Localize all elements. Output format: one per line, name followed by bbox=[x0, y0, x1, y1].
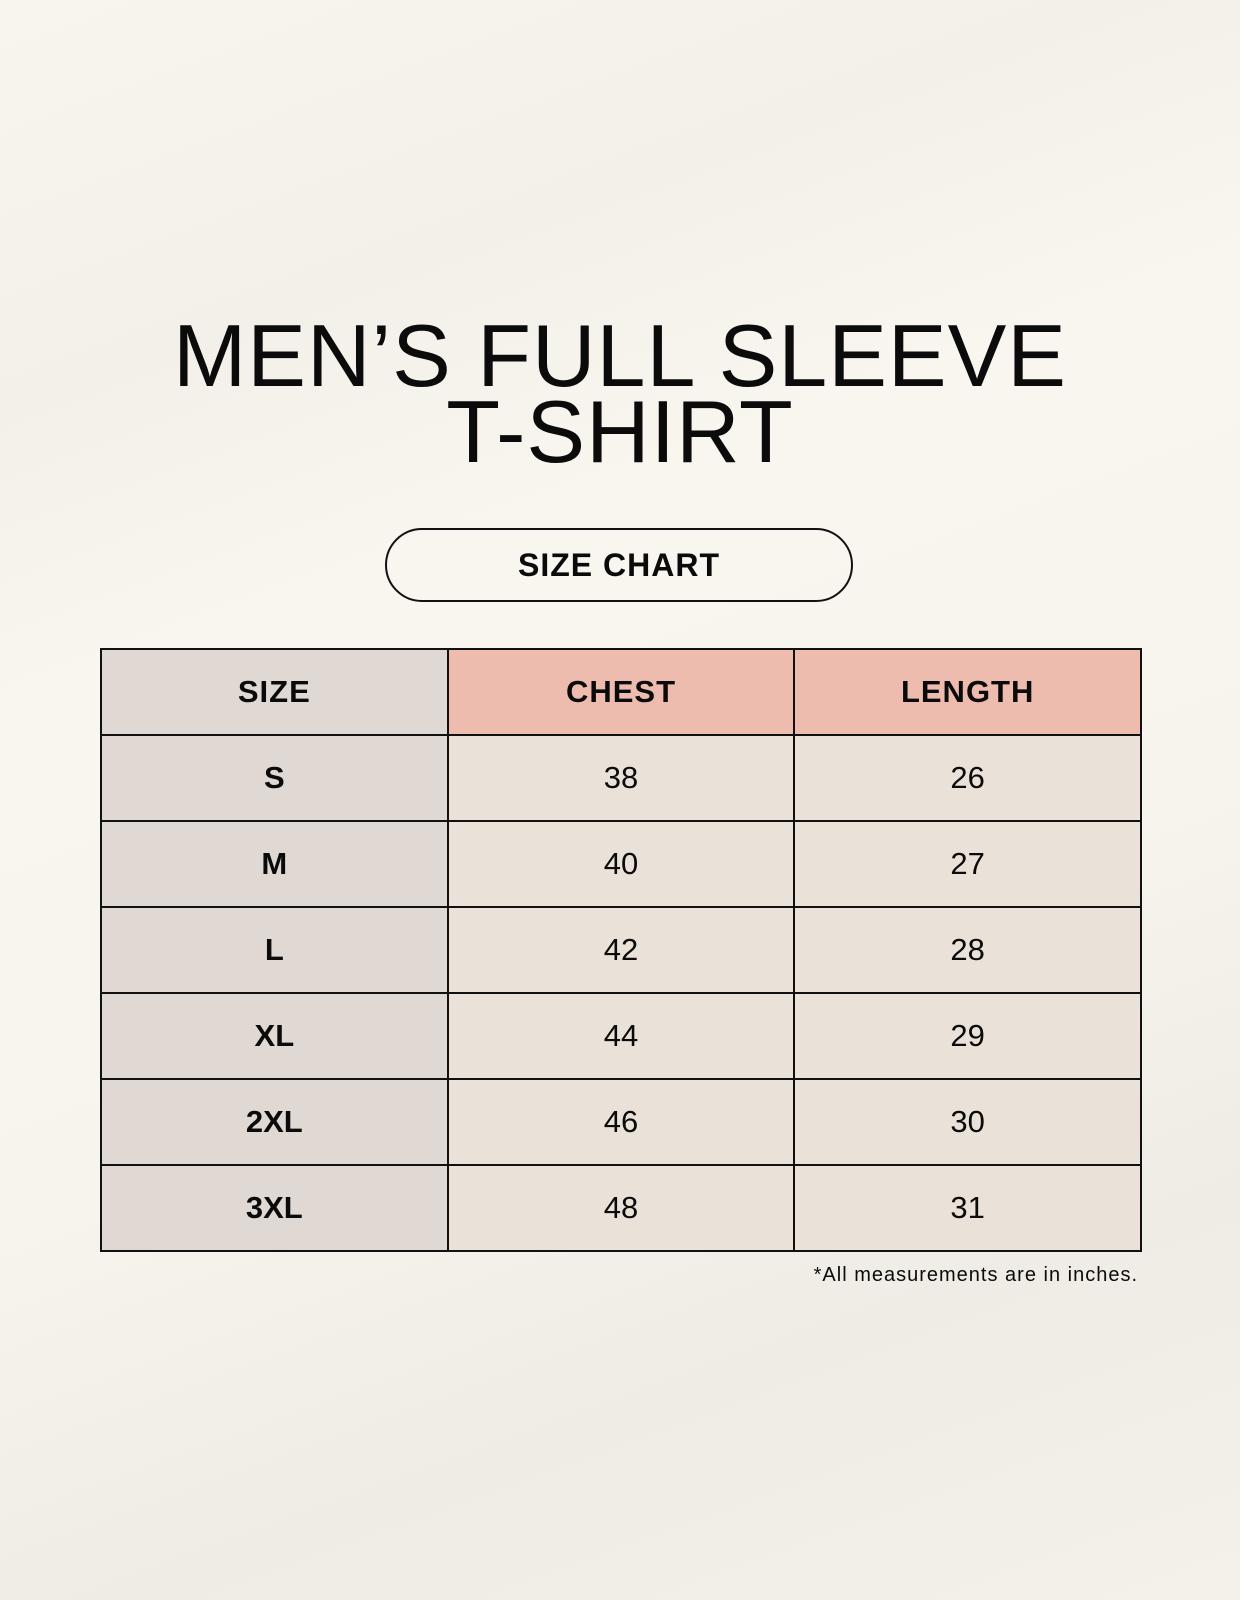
length-cell: 27 bbox=[793, 820, 1142, 908]
title-line-1: MEN’S FULL SLEEVE bbox=[172, 306, 1068, 405]
size-cell: 2XL bbox=[100, 1078, 449, 1166]
table-row: 3XL 48 31 bbox=[100, 1164, 1142, 1252]
size-cell: 3XL bbox=[100, 1164, 449, 1252]
title-line-2: T-SHIRT bbox=[446, 382, 794, 481]
size-table: SIZE CHEST LENGTH S 38 26 M 40 27 L 42 28 XL 44 29 2… bbox=[100, 648, 1142, 1252]
table-row: S 38 26 bbox=[100, 734, 1142, 822]
chest-cell: 46 bbox=[446, 1078, 796, 1166]
size-cell: S bbox=[100, 734, 449, 822]
chest-cell: 42 bbox=[446, 906, 796, 994]
length-cell: 30 bbox=[793, 1078, 1142, 1166]
length-cell: 28 bbox=[793, 906, 1142, 994]
size-chart-badge: SIZE CHART bbox=[385, 528, 853, 602]
size-cell: XL bbox=[100, 992, 449, 1080]
chest-cell: 44 bbox=[446, 992, 796, 1080]
table-row: XL 44 29 bbox=[100, 992, 1142, 1080]
length-cell: 26 bbox=[793, 734, 1142, 822]
table-row: M 40 27 bbox=[100, 820, 1142, 908]
page-title: MEN’S FULL SLEEVE T-SHIRT bbox=[0, 306, 1240, 481]
length-cell: 31 bbox=[793, 1164, 1142, 1252]
table-row: 2XL 46 30 bbox=[100, 1078, 1142, 1166]
length-cell: 29 bbox=[793, 992, 1142, 1080]
header-size: SIZE bbox=[100, 648, 449, 736]
chest-cell: 40 bbox=[446, 820, 796, 908]
table-row: L 42 28 bbox=[100, 906, 1142, 994]
table-header-row: SIZE CHEST LENGTH bbox=[100, 648, 1142, 736]
header-length: LENGTH bbox=[793, 648, 1142, 736]
chest-cell: 38 bbox=[446, 734, 796, 822]
size-cell: L bbox=[100, 906, 449, 994]
footnote: *All measurements are in inches. bbox=[813, 1264, 1138, 1286]
chest-cell: 48 bbox=[446, 1164, 796, 1252]
size-cell: M bbox=[100, 820, 449, 908]
header-chest: CHEST bbox=[446, 648, 796, 736]
